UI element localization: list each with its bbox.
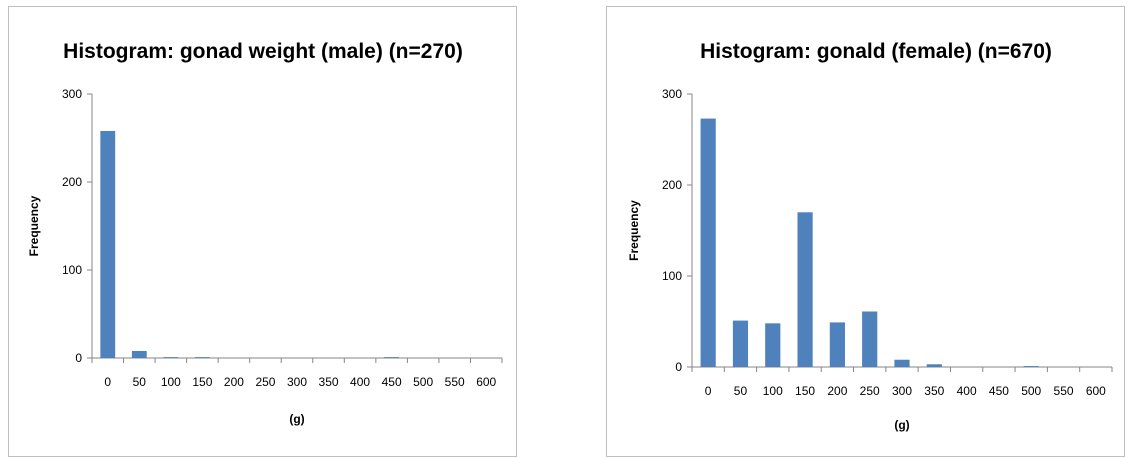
x-axis-label: (g) (894, 418, 909, 432)
y-tick-label: 200 (662, 178, 682, 192)
x-tick-label: 350 (924, 384, 944, 398)
chart-panel-male: Histogram: gonad weight (male) (n=270) 0 1… (8, 6, 517, 457)
histogram-bar (862, 311, 878, 367)
histogram-bar (1023, 366, 1039, 367)
x-tick-label: 0 (705, 384, 712, 398)
histogram-bar (732, 320, 749, 367)
histogram-bar (765, 323, 781, 367)
x-tick-label: 500 (1021, 384, 1041, 398)
y-tick-label: 0 (675, 360, 682, 374)
x-tick-label: 500 (413, 375, 433, 389)
x-tick-label: 300 (287, 375, 307, 389)
x-tick-label: 250 (255, 375, 275, 389)
chart-panel-female: Histogram: gonald (female) (n=670) 0 100 20… (606, 6, 1125, 457)
histogram-bar (163, 357, 179, 358)
chart-title: Histogram: gonald (female) (n=670) (700, 40, 1052, 63)
x-tick-label: 450 (989, 384, 1009, 398)
histogram-bar (894, 359, 910, 367)
x-tick-label: 200 (827, 384, 847, 398)
y-axis-label: Frequency (27, 195, 41, 256)
y-tick-label: 100 (662, 269, 682, 283)
x-tick-label: 150 (192, 375, 212, 389)
x-tick-label: 600 (1086, 384, 1106, 398)
x-tick-label: 300 (892, 384, 912, 398)
x-tick-label: 100 (763, 384, 783, 398)
x-tick-label: 0 (104, 375, 111, 389)
x-tick-label: 100 (161, 375, 181, 389)
histogram-bar (926, 364, 942, 367)
x-axis-label: (g) (289, 412, 304, 426)
histogram-bar (131, 350, 147, 358)
x-tick-label: 400 (957, 384, 977, 398)
y-tick-label: 0 (75, 351, 82, 365)
histogram-bar (194, 357, 210, 358)
y-tick-label: 300 (62, 87, 82, 101)
x-tick-label: 250 (860, 384, 880, 398)
histogram-female: Histogram: gonald (female) (n=670) 0 100 20… (627, 40, 1113, 432)
x-tick-label: 50 (133, 375, 147, 389)
histogram-bar (829, 322, 845, 367)
histogram-bar (700, 118, 716, 367)
y-tick-label: 300 (662, 87, 682, 101)
x-tick-label: 550 (445, 375, 465, 389)
x-tick-label: 400 (350, 375, 370, 389)
histogram-bar (100, 130, 116, 358)
y-tick-label: 100 (62, 263, 82, 277)
histogram-bar (384, 357, 400, 358)
x-tick-label: 450 (382, 375, 402, 389)
y-tick-label: 200 (62, 175, 82, 189)
x-tick-label: 600 (476, 375, 496, 389)
x-tick-label: 350 (319, 375, 339, 389)
x-tick-label: 200 (224, 375, 244, 389)
chart-title: Histogram: gonad weight (male) (n=270) (63, 40, 463, 63)
y-axis-label: Frequency (627, 200, 641, 261)
x-tick-label: 150 (795, 384, 815, 398)
histogram-bar (797, 212, 813, 367)
histogram-male: Histogram: gonad weight (male) (n=270) 0 1… (27, 40, 503, 426)
x-tick-label: 50 (734, 384, 748, 398)
x-tick-label: 550 (1054, 384, 1074, 398)
